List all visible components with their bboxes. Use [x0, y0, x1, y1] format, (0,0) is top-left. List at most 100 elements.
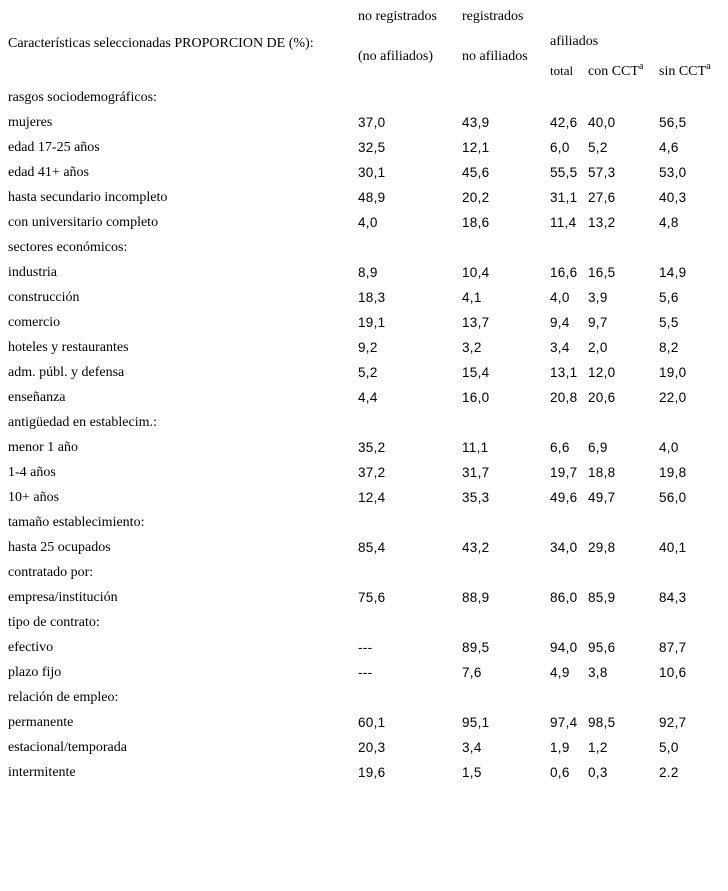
- table-cell: 20,2: [462, 190, 490, 205]
- row-label: hoteles y restaurantes: [8, 340, 129, 355]
- table-cell: 5,0: [659, 740, 679, 755]
- table-cell: 3,4: [462, 740, 482, 755]
- table-cell: 16,0: [462, 390, 490, 405]
- table-cell: 98,5: [588, 715, 616, 730]
- table-cell: 5,5: [659, 315, 679, 330]
- row-label: con universitario completo: [8, 215, 159, 230]
- table-row: empresa/institución 75,6 88,9 86,0 85,9 84,3: [0, 590, 728, 610]
- table-cell: 11,1: [462, 440, 489, 455]
- table-cell: 3,2: [462, 340, 482, 355]
- table-cell: 5,2: [588, 140, 608, 155]
- table-cell: 9,4: [550, 315, 570, 330]
- table-row: permanente 60,1 95,1 97,4 98,5 92,7: [0, 715, 728, 735]
- table-cell: 20,3: [358, 740, 386, 755]
- table-cell: 43,2: [462, 540, 490, 555]
- table-cell: 5,6: [659, 290, 679, 305]
- section-header-row: antigüedad en establecim.:: [0, 415, 728, 435]
- table-cell: ---: [358, 665, 373, 680]
- table-cell: 4,0: [550, 290, 570, 305]
- table-cell: 32,5: [358, 140, 386, 155]
- section-header-row: relación de empleo:: [0, 690, 728, 710]
- table-cell: 20,6: [588, 390, 616, 405]
- row-label: edad 41+ años: [8, 165, 89, 180]
- table-cell: 89,5: [462, 640, 490, 655]
- table-cell: 4,9: [550, 665, 570, 680]
- table-cell: 11,4: [550, 215, 577, 230]
- section-header-row: rasgos sociodemográficos:: [0, 90, 728, 110]
- row-label: construcción: [8, 290, 80, 305]
- table-cell: 40,3: [659, 190, 687, 205]
- table-cell: 12,0: [588, 365, 616, 380]
- table-cell: 8,2: [659, 340, 679, 355]
- table-cell: ---: [358, 640, 373, 655]
- table-cell: 3,4: [550, 340, 570, 355]
- row-label: plazo fijo: [8, 665, 62, 680]
- table-cell: 43,9: [462, 115, 490, 130]
- table-cell: 2.2: [659, 765, 679, 780]
- table-row: hasta secundario incompleto 48,9 20,2 31,1 2…: [0, 190, 728, 210]
- table-row: 1-4 años 37,2 31,7 19,7 18,8 19,8: [0, 465, 728, 485]
- table-cell: 1,5: [462, 765, 482, 780]
- col-registrados-header: registrados: [462, 9, 524, 24]
- table-cell: 18,3: [358, 290, 386, 305]
- table-cell: 85,4: [358, 540, 386, 555]
- table-row: hasta 25 ocupados 85,4 43,2 34,0 29,8 40,1: [0, 540, 728, 560]
- row-label: estacional/temporada: [8, 740, 127, 755]
- row-label: industria: [8, 265, 57, 280]
- table-row: con universitario completo 4,0 18,6 11,4 13,…: [0, 215, 728, 235]
- table-cell: 45,6: [462, 165, 490, 180]
- table-cell: 16,5: [588, 265, 616, 280]
- row-label: mujeres: [8, 115, 53, 130]
- table-cell: 85,9: [588, 590, 616, 605]
- table-cell: 4,1: [462, 290, 482, 305]
- table-cell: 37,0: [358, 115, 386, 130]
- row-label: 1-4 años: [8, 465, 56, 480]
- table-cell: 19,6: [358, 765, 386, 780]
- table-row: industria 8,9 10,4 16,6 16,5 14,9: [0, 265, 728, 285]
- section-label: tipo de contrato:: [8, 615, 100, 630]
- table-cell: 15,4: [462, 365, 490, 380]
- col-con-cct-header: con CCTa: [588, 62, 643, 80]
- row-label: efectivo: [8, 640, 54, 655]
- table-cell: 1,2: [588, 740, 608, 755]
- table-cell: 19,8: [659, 465, 687, 480]
- table-cell: 4,0: [358, 215, 378, 230]
- table-cell: 56,5: [659, 115, 687, 130]
- table-cell: 6,6: [550, 440, 570, 455]
- table-cell: 40,0: [588, 115, 616, 130]
- table-row: edad 41+ años 30,1 45,6 55,5 57,3 53,0: [0, 165, 728, 185]
- table-cell: 29,8: [588, 540, 616, 555]
- table-cell: 30,1: [358, 165, 386, 180]
- section-header-row: tamaño establecimiento:: [0, 515, 728, 535]
- sin-cct-label: sin CCT: [659, 64, 707, 79]
- col-sin-cct-header: sin CCTa: [659, 61, 711, 80]
- table-cell: 19,7: [550, 465, 578, 480]
- section-label: antigüedad en establecim.:: [8, 415, 157, 430]
- table-cell: 57,3: [588, 165, 616, 180]
- table-cell: 92,7: [659, 715, 687, 730]
- section-header-row: contratado por:: [0, 565, 728, 585]
- table-row: comercio 19,1 13,7 9,4 9,7 5,5: [0, 315, 728, 335]
- table-row: enseñanza 4,4 16,0 20,8 20,6 22,0: [0, 390, 728, 410]
- section-label: tamaño establecimiento:: [8, 515, 145, 530]
- table-cell: 34,0: [550, 540, 578, 555]
- table-row: hoteles y restaurantes 9,2 3,2 3,4 2,0 8,2: [0, 340, 728, 360]
- table-cell: 49,6: [550, 490, 578, 505]
- table-cell: 4,0: [659, 440, 679, 455]
- table-cell: 8,9: [358, 265, 378, 280]
- section-header-row: sectores económicos:: [0, 240, 728, 260]
- table-row: intermitente 19,6 1,5 0,6 0,3 2.2: [0, 765, 728, 785]
- table-row: construcción 18,3 4,1 4,0 3,9 5,6: [0, 290, 728, 310]
- row-label: hasta 25 ocupados: [8, 540, 111, 555]
- table-cell: 10,6: [659, 665, 687, 680]
- table-cell: 13,1: [550, 365, 578, 380]
- table-cell: 6,0: [550, 140, 570, 155]
- table-cell: 35,3: [462, 490, 490, 505]
- footnote-mark: a: [706, 61, 711, 72]
- table-cell: 9,7: [588, 315, 608, 330]
- table-cell: 0,6: [550, 765, 570, 780]
- table-cell: 84,3: [659, 590, 687, 605]
- table-cell: 9,2: [358, 340, 378, 355]
- table-cell: 4,4: [358, 390, 378, 405]
- row-label: adm. públ. y defensa: [8, 365, 125, 380]
